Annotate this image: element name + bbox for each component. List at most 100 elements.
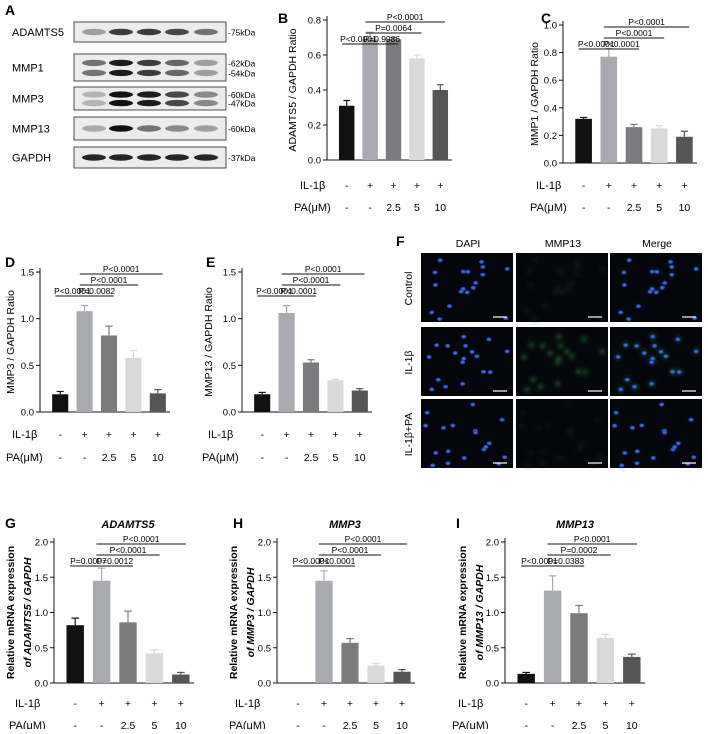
p-value-label: P<0.0001 xyxy=(293,556,330,566)
bar xyxy=(432,90,449,160)
blot-band xyxy=(165,154,189,161)
p-value-label: P<0.0001 xyxy=(628,17,665,27)
y-tick-label: 0.0 xyxy=(308,156,321,167)
bar xyxy=(338,105,355,160)
mmp13-signal xyxy=(549,284,564,299)
nucleus xyxy=(429,310,435,315)
pa-row-label: PA(μM) xyxy=(9,720,46,729)
y-tick-label: 0.5 xyxy=(486,643,499,654)
nucleus xyxy=(667,259,674,264)
nucleus xyxy=(662,280,668,285)
pa-value: 10 xyxy=(626,720,638,729)
nucleus xyxy=(622,450,628,455)
y-tick-label: 0.5 xyxy=(223,361,236,372)
mmp13-signal xyxy=(592,450,607,465)
bar xyxy=(625,127,643,163)
mmp13-signal xyxy=(522,265,537,280)
p-value-label: P=0.0007 xyxy=(70,556,107,566)
blot-band xyxy=(109,99,133,107)
bar xyxy=(385,39,402,160)
bar xyxy=(254,394,271,412)
nucleus xyxy=(470,402,476,407)
mmp13-signal xyxy=(590,412,605,427)
pa-value: - xyxy=(296,720,300,729)
p-value-label: P=0.0002 xyxy=(561,545,598,555)
mmp13-signal xyxy=(535,338,550,353)
nucleus xyxy=(473,280,479,285)
bar xyxy=(76,311,93,412)
nucleus xyxy=(486,441,492,446)
nucleus xyxy=(676,370,682,375)
p-value-label: P<0.0001 xyxy=(256,286,293,296)
nucleus xyxy=(450,423,456,428)
pa-value: 2.5 xyxy=(343,720,358,729)
il1b-value: + xyxy=(155,429,161,441)
il1b-row-label: IL-1β xyxy=(235,698,260,710)
pa-value: 10 xyxy=(175,720,187,729)
blot-band xyxy=(137,69,161,77)
il1b-value: + xyxy=(656,180,662,192)
mmp13-signal xyxy=(576,332,591,347)
nucleus xyxy=(663,354,669,359)
p-value-label: P<0.0001 xyxy=(293,275,330,285)
micrograph-column-label: DAPI xyxy=(456,238,481,250)
nucleus xyxy=(446,304,453,309)
bar xyxy=(543,590,562,683)
nucleus xyxy=(460,381,466,386)
nucleus xyxy=(658,349,664,354)
nucleus xyxy=(445,343,451,348)
blot-band xyxy=(82,154,106,161)
y-axis-label: of MMP3 / GAPDH xyxy=(245,567,257,657)
y-axis-label: MMP3 / GAPDH Ratio xyxy=(5,290,17,394)
il1b-value: - xyxy=(73,698,77,710)
bar xyxy=(517,673,535,683)
y-tick-label: 0.5 xyxy=(35,643,48,654)
nucleus xyxy=(424,410,430,415)
nucleus xyxy=(445,449,451,454)
y-tick-label: 2.0 xyxy=(258,538,271,549)
y-axis-label: Relative mRNA expression xyxy=(5,546,17,679)
y-tick-label: 1.5 xyxy=(21,268,34,279)
blot-protein-label: MMP1 xyxy=(12,63,44,75)
il1b-value: + xyxy=(437,180,443,192)
panel-letter: H xyxy=(233,515,243,531)
bar-chart-b: B 0.0 0.2 0.4 0.6 0.8 ADAMTS5 / GAPDH Ratio P<0… xyxy=(278,10,452,214)
y-tick-label: 0.4 xyxy=(308,86,321,97)
nucleus xyxy=(460,269,466,274)
bar xyxy=(278,313,295,412)
il1b-value: + xyxy=(629,698,635,710)
pa-value: - xyxy=(83,452,87,464)
bar xyxy=(623,656,641,683)
il1b-value: + xyxy=(178,698,184,710)
pa-value: 5 xyxy=(151,720,157,729)
il1b-value: + xyxy=(321,698,327,710)
il1b-value: - xyxy=(296,698,300,710)
il1b-value: - xyxy=(345,180,349,192)
bar xyxy=(351,390,368,412)
blot-band xyxy=(137,125,161,132)
nucleus xyxy=(688,417,694,422)
panel-letter: D xyxy=(5,254,15,270)
nucleus xyxy=(651,343,658,348)
nucleus xyxy=(649,381,655,386)
p-value-label: P<0.0001 xyxy=(91,275,128,285)
y-tick-label: 0.0 xyxy=(258,679,271,690)
bar xyxy=(600,56,618,163)
micrograph-column-label: MMP13 xyxy=(545,238,581,250)
nucleus xyxy=(654,269,660,274)
il1b-value: + xyxy=(550,698,556,710)
pa-value: 2.5 xyxy=(304,452,319,464)
il1b-row-label: IL-1β xyxy=(458,698,483,710)
blot-strip xyxy=(73,53,227,82)
mmp13-signal xyxy=(595,344,610,359)
nucleus xyxy=(437,258,443,263)
pa-value: - xyxy=(551,720,555,729)
nucleus xyxy=(499,417,505,422)
blot-protein-label: MMP3 xyxy=(12,94,44,106)
nucleus xyxy=(486,337,492,342)
y-tick-label: 0.8 xyxy=(544,48,557,59)
pa-value: 2.5 xyxy=(572,720,587,729)
blot-band xyxy=(82,69,106,77)
bar xyxy=(327,380,344,412)
